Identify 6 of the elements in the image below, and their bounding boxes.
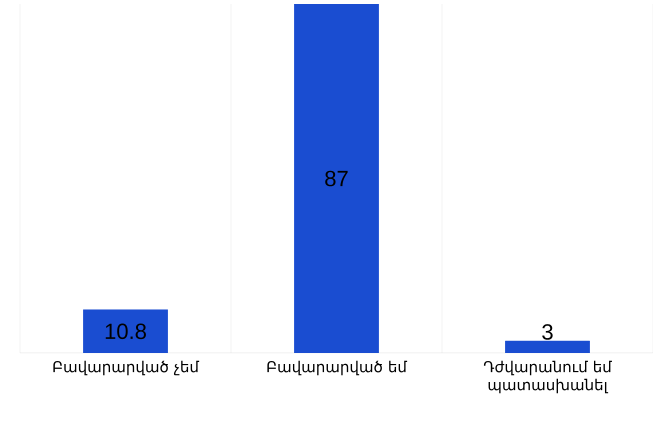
- x-tick-label: Բավարարված չեմ: [53, 360, 200, 376]
- data-label: 3: [542, 324, 553, 340]
- data-label: 87: [325, 170, 348, 186]
- x-tick-label: Դժվարանում եմ պատասխանել: [484, 360, 612, 394]
- data-label: 10.8: [106, 324, 146, 340]
- x-tick-label: Բավարարված եմ: [267, 360, 408, 376]
